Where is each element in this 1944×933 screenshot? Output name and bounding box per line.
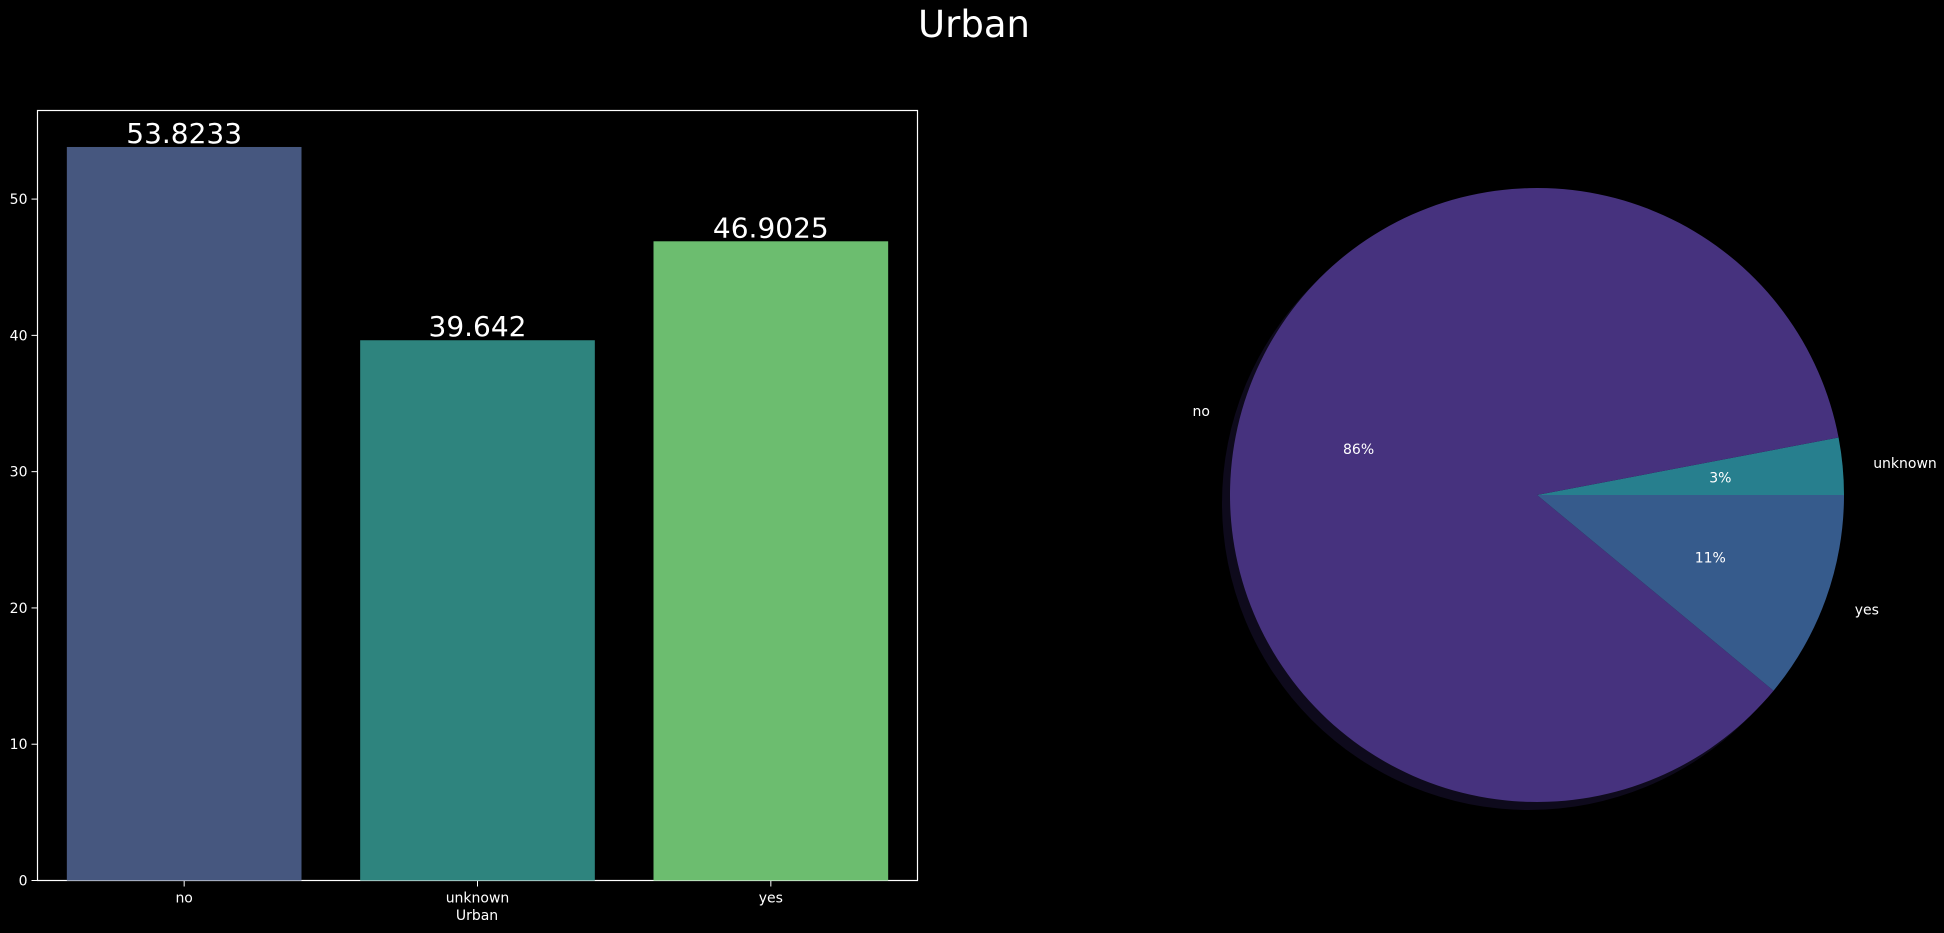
bar-x-axis: no unknown yes <box>175 880 783 907</box>
y-tick-label: 10 <box>10 737 28 753</box>
bar-data-label: 39.642 <box>429 310 527 343</box>
y-tick-label: 50 <box>10 192 28 208</box>
pie-category-label: no <box>1192 404 1209 420</box>
figure-title: Urban <box>918 3 1030 46</box>
bar-yes <box>653 241 889 881</box>
pie-percent-label: 86% <box>1343 442 1374 458</box>
y-tick-label: 20 <box>10 601 28 617</box>
x-tick-label: no <box>175 891 192 907</box>
bar-chart: 0 10 20 30 40 50 53.8233 39.642 46.9025 no unkno… <box>10 109 919 924</box>
pie-percent-label: 3% <box>1709 471 1731 487</box>
y-tick-label: 40 <box>10 328 28 344</box>
y-tick-label: 0 <box>19 874 28 890</box>
pie-category-label: yes <box>1855 602 1879 618</box>
pie-slice-yes <box>1537 495 1844 691</box>
bar-data-label: 46.9025 <box>713 211 829 244</box>
pie-labels: unknown 3% no 86% yes 11% <box>1192 404 1936 618</box>
y-tick-label: 30 <box>10 465 28 481</box>
pie-percent-label: 11% <box>1695 550 1726 566</box>
bar-y-axis: 0 10 20 30 40 50 <box>10 192 38 890</box>
pie-category-label: unknown <box>1873 456 1937 472</box>
pie-slice-no <box>1229 188 1839 803</box>
bar-x-axis-label: Urban <box>456 908 498 924</box>
pie-chart: unknown 3% no 86% yes 11% <box>1192 188 1937 810</box>
pie-series <box>1229 188 1844 803</box>
bar-series: 53.8233 39.642 46.9025 <box>66 117 889 881</box>
bar-no <box>66 146 302 881</box>
x-tick-label: unknown <box>446 891 510 907</box>
pie-slice-unknown <box>1537 437 1844 495</box>
bar-data-label: 53.8233 <box>126 117 242 150</box>
x-tick-label: yes <box>759 891 783 907</box>
bar-unknown <box>360 340 595 881</box>
